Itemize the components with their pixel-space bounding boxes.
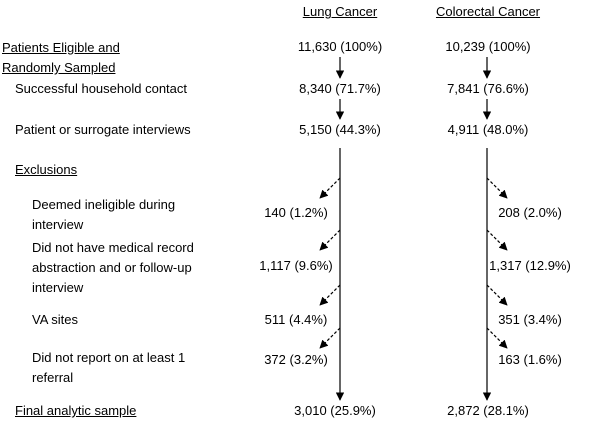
dashed-arrow [319,284,341,306]
stage-label: Successful household contact [15,81,187,96]
exclusion-value: 140 (1.2%) [264,205,328,220]
dashed-arrow [486,284,508,306]
exclusion-label: Deemed ineligible during interview [32,197,176,232]
final-value: 3,010 (25.9%) [294,403,376,418]
stage-label: Patient or surrogate interviews [15,122,191,137]
exclusion-value: 208 (2.0%) [498,205,562,220]
dashed-arrow [486,229,508,251]
stage-value: 8,340 (71.7%) [299,81,381,96]
exclusion-value: 351 (3.4%) [498,312,562,327]
dashed-arrow [319,177,341,199]
stage-value: 11,630 (100%) [297,39,383,54]
exclusion-value: 372 (3.2%) [264,352,328,367]
dashed-arrow [486,177,508,199]
exclusion-value: 1,317 (12.9%) [489,258,571,273]
column-header: Lung Cancer [302,4,378,19]
final-value: 2,872 (28.1%) [447,403,529,418]
column-header: Colorectal Cancer [435,4,541,19]
exclusion-label: Did not have medical record abstraction … [32,240,194,295]
stage-value: 5,150 (44.3%) [299,122,381,137]
exclusion-value: 163 (1.6%) [498,352,562,367]
dashed-arrow [486,327,508,349]
exclusion-value: 1,117 (9.6%) [259,258,333,273]
exclusion-label: VA sites [32,312,79,327]
exclusion-value: 511 (4.4%) [264,312,328,327]
final-label: Final analytic sample [15,403,137,418]
dashed-arrow [319,229,341,251]
section-heading: Exclusions [15,162,78,177]
stage-value: 4,911 (48.0%) [447,122,529,137]
dashed-arrow [319,327,341,349]
stage-value: 7,841 (76.6%) [447,81,529,96]
stage-label: Patients Eligible and Randomly Sampled [2,40,120,75]
stage-value: 10,239 (100%) [445,39,531,54]
exclusion-label: Did not report on at least 1 referral [32,350,186,385]
